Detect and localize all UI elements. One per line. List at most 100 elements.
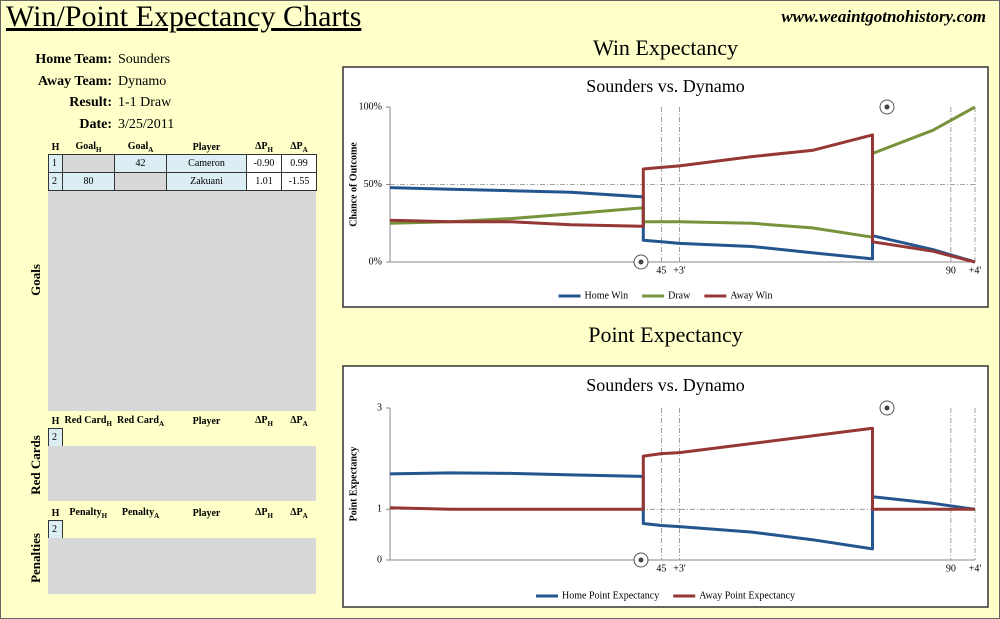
column-header: ΔPA: [282, 141, 317, 155]
table-cell: 1: [48, 154, 63, 173]
table-cell: -1.55: [281, 172, 317, 191]
x-tick-label: +4': [969, 265, 982, 276]
table-cell: Cameron: [166, 154, 247, 173]
info-label: Date:: [79, 116, 112, 132]
x-tick-label: 90: [946, 265, 956, 276]
section-heading: Win Expectancy: [593, 35, 738, 60]
empty-area: [48, 446, 316, 501]
column-header: PenaltyH: [63, 507, 115, 520]
header-sub: H: [267, 420, 273, 428]
column-header: Red CardH: [63, 415, 115, 428]
x-tick-label: 45: [656, 265, 666, 276]
column-header: ΔPA: [282, 507, 317, 520]
column-header: ΔPH: [247, 507, 282, 520]
legend-label: Away Win: [730, 290, 772, 301]
section-heading: Point Expectancy: [588, 322, 743, 347]
header-sub: H: [267, 146, 273, 154]
header-main: ΔP: [255, 507, 268, 518]
y-tick-label: 0%: [369, 256, 382, 267]
data-table: H PenaltyH PenaltyA Player ΔPH ΔPA 2: [48, 507, 317, 539]
ball-patch: [884, 405, 890, 411]
table-row: 2: [48, 519, 317, 539]
table-cell: 80: [62, 172, 115, 191]
table-row: 2: [48, 427, 317, 447]
table-block: H GoalH GoalA Player ΔPH ΔPA 1 42 Cameron -0.90 0.…: [48, 141, 317, 411]
column-header: H: [51, 507, 60, 519]
table-cell: 2: [48, 519, 63, 539]
table-row: 2 80 Zakuani 1.01 -1.55: [48, 172, 317, 191]
legend-label: Home Point Expectancy: [562, 590, 659, 601]
header-sub: H: [96, 146, 102, 154]
y-tick-label: 50%: [364, 179, 382, 190]
column-header: ΔPH: [247, 141, 282, 155]
column-header: Player: [192, 416, 221, 427]
info-value: 1-1 Draw: [118, 95, 172, 110]
header-main: Penalty: [69, 507, 102, 518]
table-cell: [114, 172, 167, 191]
table-cell: 2: [48, 172, 63, 191]
header-main: Goal: [75, 141, 97, 152]
info-label: Home Team:: [35, 52, 112, 67]
chart-title: Sounders vs. Dynamo: [586, 375, 745, 395]
series-line: [389, 133, 976, 264]
header-sub: A: [154, 512, 160, 520]
header-row: H PenaltyH PenaltyA Player ΔPH ΔPA: [49, 507, 317, 520]
data-table: H GoalH GoalA Player ΔPH ΔPA 1 42 Cameron -0.90 0.…: [48, 141, 317, 191]
ball-patch: [638, 259, 644, 265]
header-main: Penalty: [121, 507, 155, 518]
header-row: H Red CardH Red CardA Player ΔPH ΔPA: [49, 415, 317, 428]
column-header: ΔPH: [247, 415, 282, 428]
legend-label: Draw: [668, 290, 691, 301]
info-label: Result:: [69, 95, 112, 110]
ball-patch: [884, 104, 890, 110]
header-main: ΔP: [290, 141, 303, 152]
legend: Home Win Draw Away Win: [558, 290, 772, 301]
data-table: H Red CardH Red CardA Player ΔPH ΔPA 2: [48, 415, 317, 447]
header-main: ΔP: [255, 415, 268, 426]
legend-label: Home Win: [585, 290, 629, 301]
page-title: Win/Point Expectancy Charts: [6, 0, 362, 33]
y-tick-label: 0: [377, 554, 382, 565]
info-row: Home Team: Sounders: [20, 52, 174, 74]
y-axis-label: Chance of Outcome: [348, 142, 359, 227]
table-row: 1 42 Cameron -0.90 0.99: [48, 154, 317, 173]
info-row: Result: 1-1 Draw: [20, 95, 174, 117]
info-value: Sounders: [118, 52, 171, 67]
info-value: Dynamo: [118, 73, 167, 89]
x-tick-label: +3': [673, 265, 686, 276]
header-row: H GoalH GoalA Player ΔPH ΔPA: [49, 141, 317, 155]
legend: Home Point Expectancy Away Point Expectan…: [536, 590, 795, 601]
info-value: 3/25/2011: [118, 116, 175, 132]
y-tick-label: 3: [377, 402, 382, 413]
x-tick-label: 90: [946, 563, 956, 574]
column-header: PenaltyA: [115, 507, 167, 520]
info-label: Away Team:: [37, 73, 112, 89]
site-url: www.weaintgotnohistory.com: [781, 7, 986, 26]
chart-title: Sounders vs. Dynamo: [586, 76, 745, 96]
empty-area: [48, 191, 316, 411]
header-sub: H: [106, 420, 112, 428]
table-cell: 42: [114, 154, 167, 173]
column-header: H: [51, 142, 60, 153]
x-tick-label: +4': [969, 563, 982, 574]
table-cell: 2: [48, 427, 63, 447]
header-main: Red Card: [64, 415, 107, 426]
info-row: Date: 3/25/2011: [20, 117, 174, 139]
ball-patch: [638, 557, 644, 563]
header-main: ΔP: [290, 415, 303, 426]
header-main: Goal: [127, 141, 149, 152]
column-header: Player: [192, 142, 221, 153]
column-header: GoalA: [115, 141, 167, 155]
header-sub: H: [267, 512, 273, 520]
table-block: H PenaltyH PenaltyA Player ΔPH ΔPA 2: [48, 507, 316, 594]
header-sub: A: [302, 512, 308, 520]
column-header: ΔPA: [282, 415, 317, 428]
header-main: Red Card: [116, 415, 159, 426]
header-sub: A: [158, 420, 164, 428]
table-block: H Red CardH Red CardA Player ΔPH ΔPA 2: [48, 415, 316, 501]
header-main: ΔP: [255, 141, 268, 152]
header-sub: A: [302, 420, 308, 428]
match-info: Home Team: Sounders Away Team: Dynamo Result…: [20, 52, 174, 138]
